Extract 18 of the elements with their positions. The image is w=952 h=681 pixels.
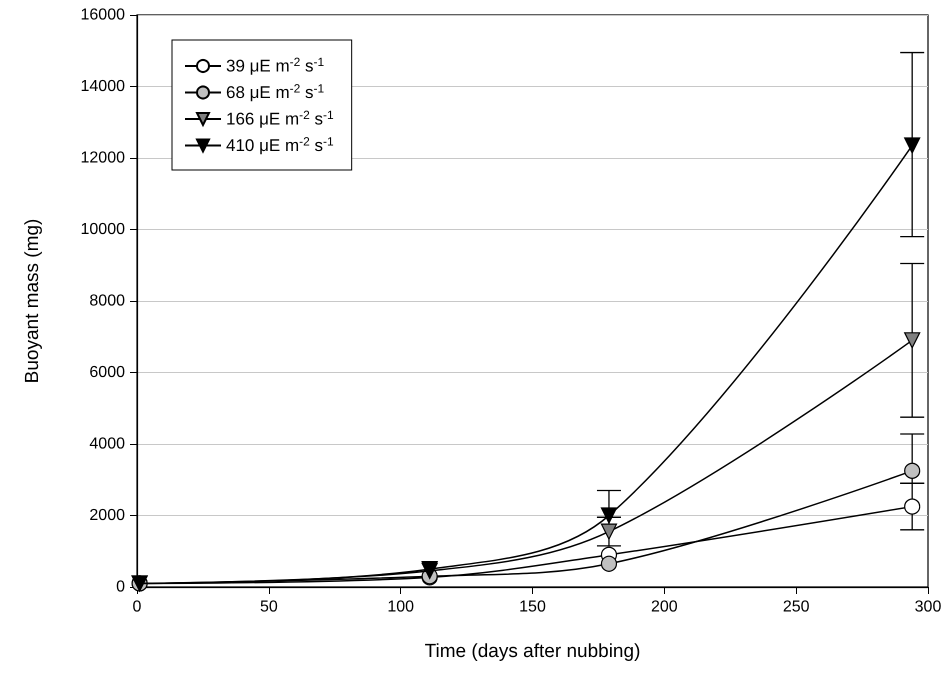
y-tick-label: 8000 (89, 292, 126, 310)
x-tick-label: 250 (782, 598, 810, 616)
y-tick-label: 6000 (89, 364, 126, 381)
y-tick-label: 0 (116, 578, 126, 596)
y-tick-label: 14000 (80, 78, 126, 95)
x-tick-label: 0 (132, 598, 142, 616)
y-axis-title: Buoyant mass (mg) (22, 218, 43, 384)
y-tick-label: 4000 (89, 436, 126, 452)
y-tick-label: 10000 (80, 221, 126, 238)
y-tick-label: 16000 (80, 6, 126, 24)
y-tick-label: 2000 (89, 507, 126, 524)
x-tick-label: 200 (650, 598, 678, 616)
x-axis-title: Time (days after nubbing) (424, 641, 640, 662)
x-tick-label: 50 (260, 598, 278, 616)
x-tick-label: 150 (519, 598, 546, 616)
y-tick-label: 12000 (80, 150, 126, 166)
x-tick-label: 100 (387, 598, 414, 616)
x-tick-label: 300 (914, 598, 942, 616)
